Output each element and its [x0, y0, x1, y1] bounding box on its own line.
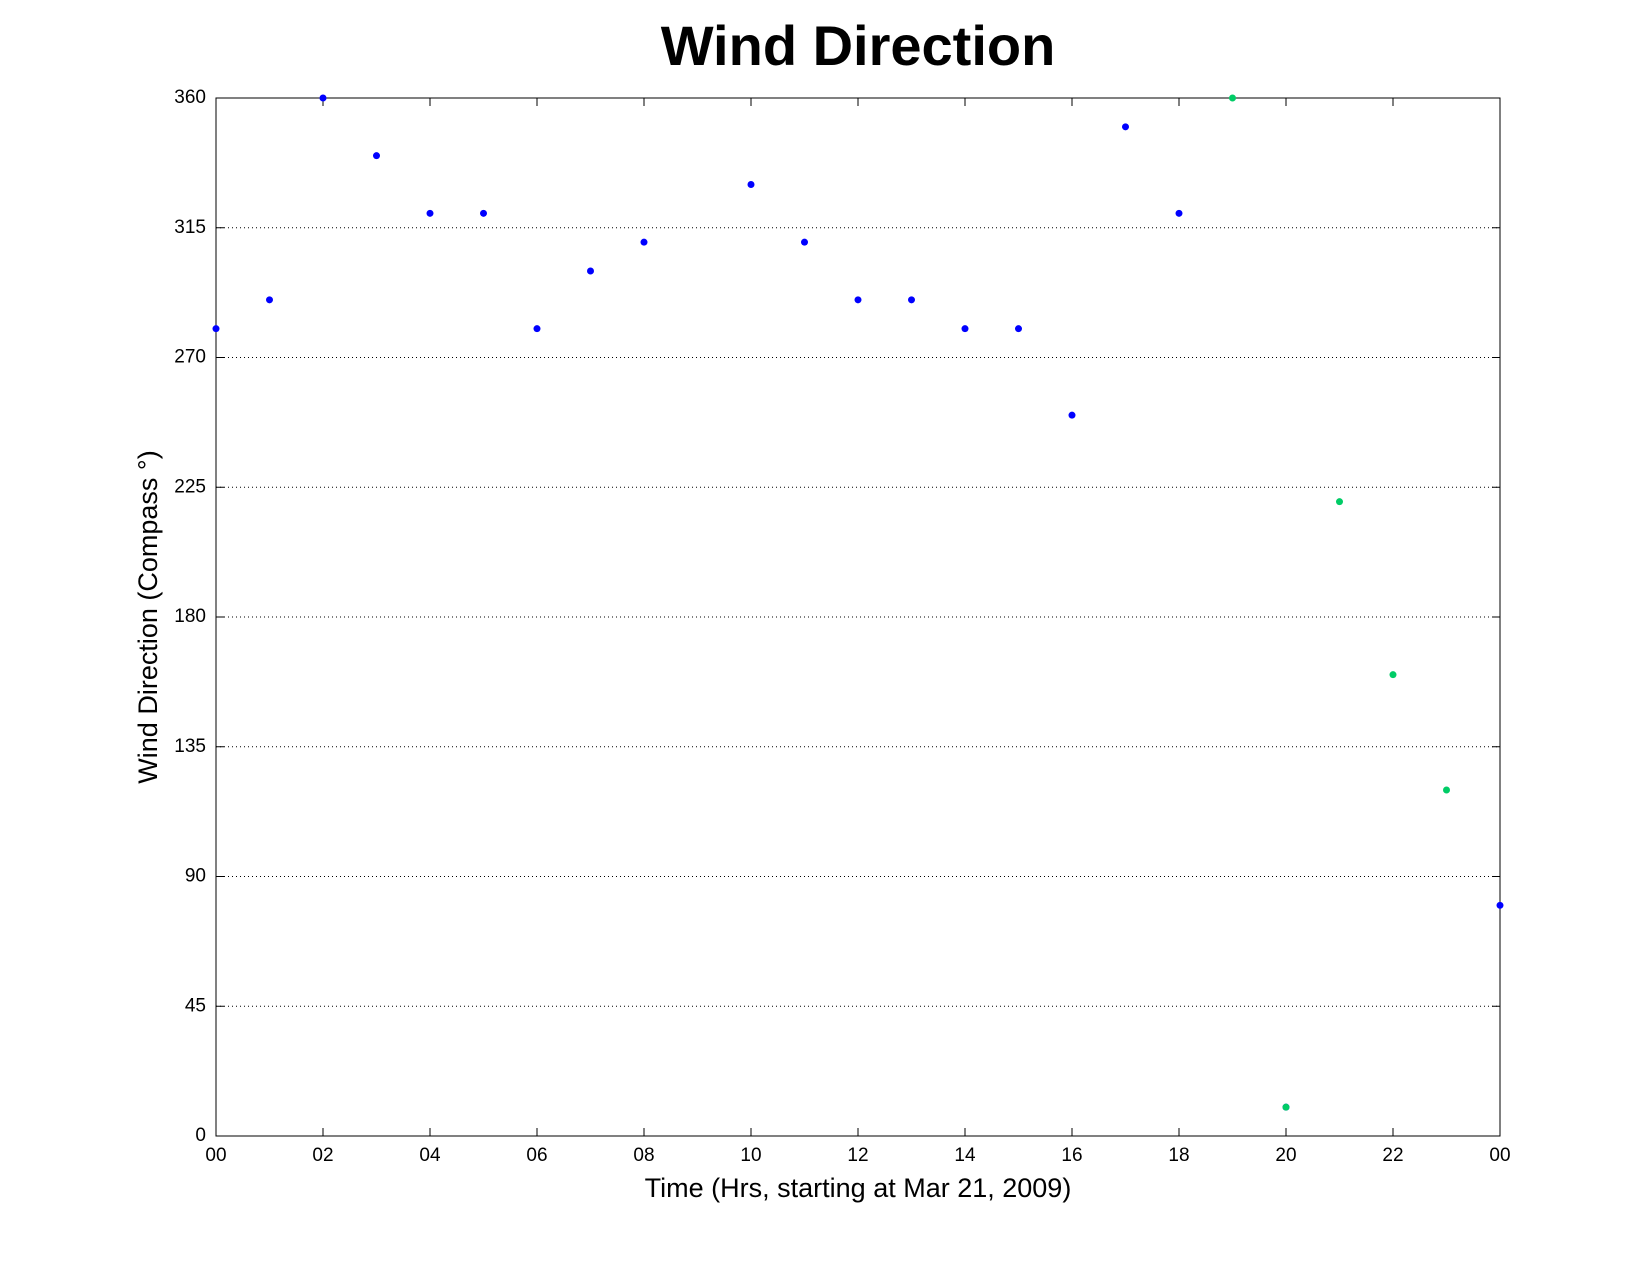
point — [640, 238, 648, 246]
point — [266, 296, 273, 304]
x-axis-label: Time (Hrs, starting at Mar 21, 2009) — [645, 1173, 1072, 1203]
x-tick-label: 20 — [1275, 1145, 1296, 1166]
chart-title: Wind Direction — [661, 14, 1056, 77]
x-tick-label: 12 — [847, 1145, 868, 1166]
y-tick-label: 45 — [185, 995, 206, 1016]
point — [1282, 1103, 1290, 1111]
point — [854, 296, 862, 304]
x-tick-label: 04 — [419, 1145, 441, 1166]
y-tick-label: 270 — [174, 347, 206, 368]
x-tick-label: 08 — [633, 1145, 654, 1166]
point — [1068, 411, 1076, 419]
x-tick-label: 18 — [1168, 1145, 1189, 1166]
y-tick-label: 0 — [195, 1125, 206, 1146]
x-tick-label: 06 — [526, 1145, 547, 1166]
x-tick-label: 02 — [312, 1145, 333, 1166]
point — [373, 152, 380, 160]
point — [1336, 498, 1343, 506]
point — [480, 209, 487, 217]
y-tick-label: 360 — [174, 87, 206, 108]
x-tick-label: 10 — [740, 1145, 761, 1166]
y-tick-label: 225 — [174, 476, 206, 497]
y-tick-label: 315 — [174, 217, 206, 238]
point — [426, 209, 434, 217]
point — [1175, 209, 1183, 217]
x-tick-label: 22 — [1382, 1145, 1403, 1166]
point — [1389, 671, 1397, 679]
x-tick-label: 16 — [1061, 1145, 1082, 1166]
point — [319, 94, 327, 102]
point — [908, 296, 915, 304]
point — [747, 181, 755, 188]
point — [1015, 325, 1022, 333]
point — [1443, 786, 1450, 794]
point — [961, 325, 969, 333]
x-tick-label: 00 — [205, 1145, 226, 1166]
y-tick-label: 90 — [185, 866, 206, 887]
point — [212, 325, 220, 333]
point — [1229, 94, 1236, 102]
point — [801, 238, 808, 246]
point — [533, 325, 541, 333]
x-tick-label: 14 — [954, 1145, 976, 1166]
y-tick-label: 135 — [174, 736, 206, 757]
point — [587, 267, 594, 275]
y-axis-label: Wind Direction (Compass °) — [133, 450, 163, 783]
x-tick-label: 00 — [1489, 1145, 1510, 1166]
point — [1496, 901, 1504, 909]
point — [1122, 123, 1129, 131]
y-tick-label: 180 — [174, 606, 206, 627]
